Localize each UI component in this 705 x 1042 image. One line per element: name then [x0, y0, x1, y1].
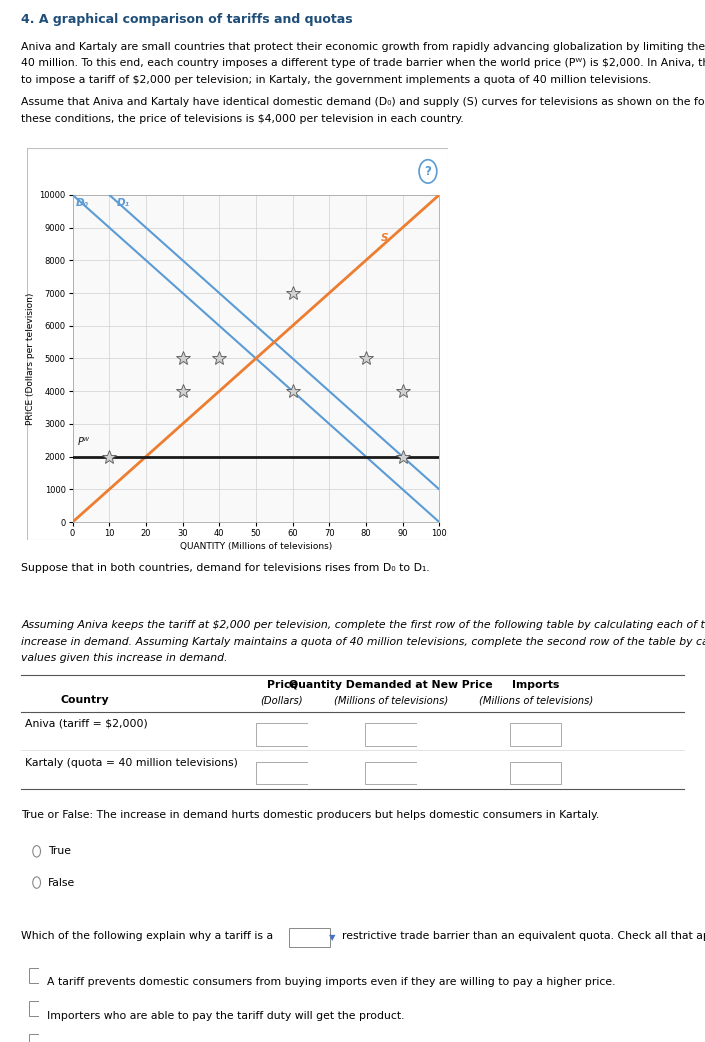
- Text: S: S: [381, 232, 388, 243]
- Text: Which of the following explain why a tariff is a: Which of the following explain why a tar…: [21, 931, 274, 941]
- Text: A tariff prevents domestic consumers from buying imports even if they are willin: A tariff prevents domestic consumers fro…: [47, 977, 615, 988]
- Text: False: False: [48, 877, 75, 888]
- Text: Aniva and Kartaly are small countries that protect their economic growth from ra: Aniva and Kartaly are small countries th…: [21, 42, 705, 52]
- Text: (Millions of televisions): (Millions of televisions): [334, 695, 448, 705]
- Text: Imports: Imports: [512, 680, 560, 691]
- FancyBboxPatch shape: [256, 762, 307, 785]
- Text: restrictive trade barrier than an equivalent quota. Check all that apply.: restrictive trade barrier than an equiva…: [342, 931, 705, 941]
- FancyBboxPatch shape: [289, 928, 329, 947]
- Text: ▼: ▼: [329, 934, 336, 942]
- Text: Quantity Demanded at New Price: Quantity Demanded at New Price: [290, 680, 493, 691]
- Text: increase in demand. Assuming Kartaly maintains a quota of 40 million televisions: increase in demand. Assuming Kartaly mai…: [21, 637, 705, 647]
- Text: Pᵂ: Pᵂ: [78, 438, 90, 447]
- Y-axis label: PRICE (Dollars per television): PRICE (Dollars per television): [26, 292, 35, 425]
- Text: these conditions, the price of televisions is $4,000 per television in each coun: these conditions, the price of televisio…: [21, 114, 464, 124]
- FancyBboxPatch shape: [256, 723, 307, 746]
- Text: 4. A graphical comparison of tariffs and quotas: 4. A graphical comparison of tariffs and…: [21, 13, 352, 25]
- FancyBboxPatch shape: [29, 968, 39, 983]
- Text: Kartaly (quota = 40 million televisions): Kartaly (quota = 40 million televisions): [25, 758, 238, 768]
- Text: D₁: D₁: [116, 198, 130, 208]
- Text: Suppose that in both countries, demand for televisions rises from D₀ to D₁.: Suppose that in both countries, demand f…: [21, 563, 430, 573]
- Text: (Dollars): (Dollars): [261, 695, 303, 705]
- Text: True: True: [48, 846, 71, 857]
- Text: ?: ?: [424, 165, 431, 178]
- FancyBboxPatch shape: [29, 1035, 39, 1042]
- Text: Aniva (tariff = $2,000): Aniva (tariff = $2,000): [25, 719, 147, 729]
- FancyBboxPatch shape: [365, 723, 417, 746]
- Text: Assume that Aniva and Kartaly have identical domestic demand (D₀) and supply (S): Assume that Aniva and Kartaly have ident…: [21, 97, 705, 107]
- Text: 40 million. To this end, each country imposes a different type of trade barrier : 40 million. To this end, each country im…: [21, 58, 705, 69]
- X-axis label: QUANTITY (Millions of televisions): QUANTITY (Millions of televisions): [180, 542, 332, 551]
- Text: (Millions of televisions): (Millions of televisions): [479, 695, 593, 705]
- Text: values given this increase in demand.: values given this increase in demand.: [21, 653, 228, 664]
- FancyBboxPatch shape: [510, 723, 561, 746]
- Text: to impose a tariff of $2,000 per television; in Kartaly, the government implemen: to impose a tariff of $2,000 per televis…: [21, 75, 651, 85]
- Text: True or False: The increase in demand hurts domestic producers but helps domesti: True or False: The increase in demand hu…: [21, 810, 599, 820]
- Text: Price: Price: [266, 680, 298, 691]
- FancyBboxPatch shape: [510, 762, 561, 785]
- FancyBboxPatch shape: [29, 1001, 39, 1016]
- Text: Importers who are able to pay the tariff duty will get the product.: Importers who are able to pay the tariff…: [47, 1011, 404, 1021]
- Text: Country: Country: [61, 695, 109, 705]
- FancyBboxPatch shape: [365, 762, 417, 785]
- Text: Assuming Aniva keeps the tariff at $2,000 per television, complete the first row: Assuming Aniva keeps the tariff at $2,00…: [21, 620, 705, 630]
- Text: D₀: D₀: [76, 198, 90, 208]
